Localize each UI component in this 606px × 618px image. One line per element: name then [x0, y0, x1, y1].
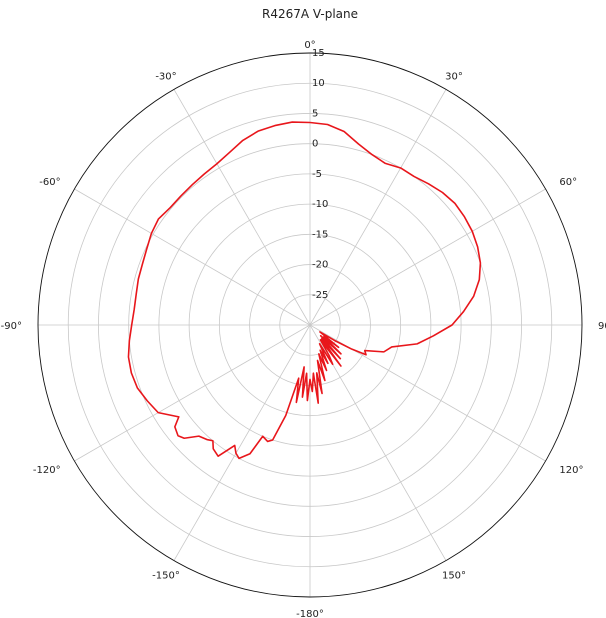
series-line	[127, 121, 482, 460]
angle-tick-label: 90	[598, 321, 606, 332]
angular-grid-line	[309, 89, 447, 326]
radial-tick-label: 0	[312, 139, 318, 150]
radial-tick-label: -25	[312, 290, 328, 301]
angle-tick-label: 30°	[445, 72, 463, 83]
series-layer	[127, 121, 482, 460]
radial-tick-label: 15	[312, 48, 325, 59]
outer-frame-circle	[37, 52, 583, 598]
radial-tick-labels: 15 10 5 0 -5 -10 -15 -20 -25	[312, 48, 328, 301]
angle-tick-label: 150°	[442, 570, 466, 581]
angle-tick-label: -30°	[155, 72, 176, 83]
angle-tick-label: -180°	[296, 609, 324, 618]
angular-grid-line	[173, 89, 311, 326]
angle-tick-label: -60°	[39, 177, 60, 188]
angle-tick-label: 60°	[559, 177, 577, 188]
angle-tick-labels: 0° 30° 60° 90 120° 150° -180° -150° -120° -90° -60…	[1, 40, 606, 618]
angle-tick-label: -90°	[1, 321, 22, 332]
radial-tick-label: 5	[312, 108, 318, 119]
polar-grid	[37, 52, 583, 598]
angular-grid-line	[173, 324, 311, 561]
radial-tick-label: -10	[312, 199, 328, 210]
angular-grid-line	[309, 188, 546, 326]
angular-grid-line	[74, 324, 311, 462]
radial-tick-label: -20	[312, 260, 328, 271]
radial-tick-label: 10	[312, 78, 325, 89]
angle-tick-label: -120°	[33, 465, 61, 476]
angle-tick-label: 0°	[304, 40, 315, 51]
angle-tick-label: -150°	[152, 570, 180, 581]
chart-title: R4267A V-plane	[262, 7, 358, 21]
angle-tick-label: 120°	[559, 465, 583, 476]
radial-tick-label: -15	[312, 229, 328, 240]
radial-tick-label: -5	[312, 169, 322, 180]
angular-grid-line	[74, 188, 311, 326]
